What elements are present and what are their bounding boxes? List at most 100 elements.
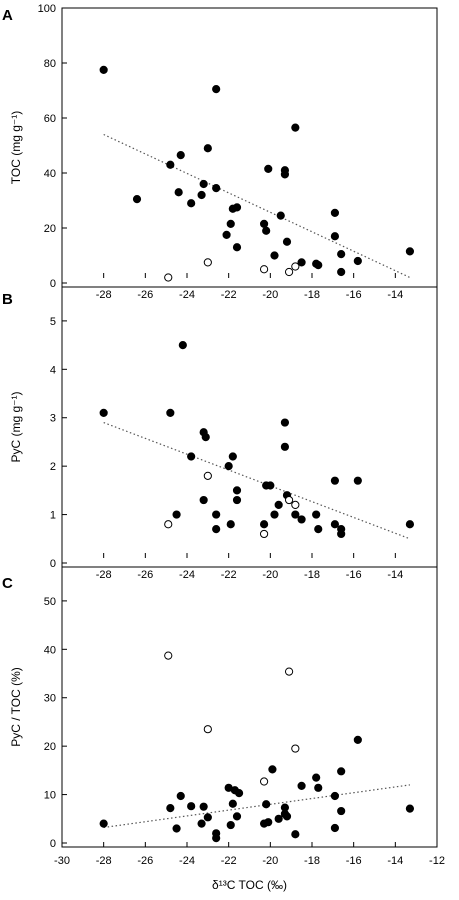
data-point-filled [172, 824, 181, 833]
data-point-filled [178, 341, 187, 350]
data-point-filled [187, 452, 196, 461]
y-axis-title: PyC / TOC (%) [9, 667, 23, 747]
data-point-open [259, 265, 269, 274]
data-point-filled [176, 791, 185, 801]
data-point-filled [226, 219, 235, 228]
trend-line [103, 422, 411, 540]
y-tick-label: 3 [50, 413, 56, 425]
data-point-filled [166, 160, 175, 169]
data-point-open [203, 258, 212, 267]
data-point-filled [280, 170, 290, 179]
data-point-filled [212, 834, 221, 843]
x-tick-label: -18 [304, 289, 320, 301]
data-point-filled [330, 823, 340, 833]
data-point-open [164, 273, 173, 282]
data-point-filled [176, 151, 185, 160]
data-point-open [291, 744, 300, 753]
data-point-filled [337, 806, 346, 816]
data-point-filled [330, 520, 340, 529]
y-tick-label: 0 [50, 278, 56, 290]
data-point-filled [291, 123, 300, 132]
data-point-open [259, 777, 269, 786]
y-tick-label: 20 [44, 223, 56, 235]
data-point-filled [276, 211, 285, 220]
x-tick-label: -12 [429, 855, 445, 867]
data-point-open [291, 262, 300, 271]
data-point-filled [353, 735, 362, 744]
data-point-filled [268, 765, 277, 774]
data-point-filled [291, 830, 300, 839]
data-point-filled [232, 486, 242, 495]
data-point-filled [197, 190, 206, 200]
data-point-filled [212, 525, 221, 534]
x-tick-label: -28 [96, 569, 112, 581]
x-tick-label: -24 [179, 569, 195, 581]
panel-label: C [2, 575, 13, 592]
data-point-filled [228, 799, 237, 808]
y-tick-label: 100 [38, 3, 56, 15]
data-point-filled [228, 452, 237, 461]
y-axis-title: TOC (mg g⁻¹) [9, 111, 23, 184]
data-point-filled [203, 813, 212, 822]
y-tick-label: 50 [44, 596, 56, 608]
data-point-filled [297, 515, 306, 524]
data-point-filled [262, 226, 271, 235]
data-point-filled [234, 789, 244, 798]
data-point-open [164, 651, 173, 660]
data-point-filled [224, 462, 233, 471]
data-point-filled [270, 251, 279, 260]
data-point-filled [405, 247, 415, 256]
x-tick-label: -20 [262, 855, 278, 867]
data-point-filled [199, 495, 208, 505]
data-point-filled [232, 243, 242, 252]
data-point-filled [353, 476, 362, 485]
x-axis-title: δ¹³C TOC (‰) [212, 878, 287, 892]
trend-line [103, 133, 411, 279]
data-point-filled [187, 199, 196, 208]
data-point-filled [282, 237, 292, 246]
y-axis-title: PyC (mg g⁻¹) [9, 391, 23, 462]
data-point-filled [330, 208, 340, 217]
y-tick-label: 60 [44, 113, 56, 125]
data-point-filled [262, 800, 271, 809]
data-point-filled [353, 256, 362, 266]
trend-line [103, 784, 410, 829]
plot-frame [61, 7, 438, 288]
data-point-filled [203, 144, 212, 153]
data-point-filled [132, 195, 142, 204]
data-point-open [284, 495, 294, 505]
data-point-filled [99, 65, 108, 74]
data-point-filled [259, 520, 269, 529]
data-point-filled [166, 804, 175, 813]
x-tick-label: -30 [54, 855, 70, 867]
x-tick-label: -22 [221, 569, 237, 581]
data-point-filled [212, 184, 221, 193]
data-point-filled [330, 791, 340, 801]
data-point-filled [280, 418, 290, 427]
data-point-filled [201, 433, 210, 442]
x-tick-label: -14 [387, 569, 403, 581]
data-point-filled [232, 203, 242, 212]
data-point-filled [199, 802, 208, 811]
data-point-filled [314, 261, 323, 270]
data-point-open [259, 529, 269, 539]
x-tick-label: -20 [262, 569, 278, 581]
data-point-filled [232, 495, 242, 505]
data-point-filled [312, 773, 321, 782]
x-tick-label: -26 [137, 855, 153, 867]
data-point-filled [226, 520, 235, 529]
plot-frame [61, 566, 438, 848]
data-point-filled [222, 230, 231, 239]
data-point-filled [266, 481, 275, 490]
data-point-filled [405, 804, 415, 813]
y-tick-label: 30 [44, 693, 56, 705]
x-tick-label: -18 [304, 569, 320, 581]
data-point-filled [99, 408, 108, 417]
data-point-filled [174, 188, 183, 197]
data-point-filled [337, 529, 346, 539]
y-tick-label: 0 [50, 558, 56, 570]
data-point-filled [212, 510, 221, 519]
data-point-filled [197, 819, 206, 828]
y-tick-label: 4 [50, 364, 56, 376]
